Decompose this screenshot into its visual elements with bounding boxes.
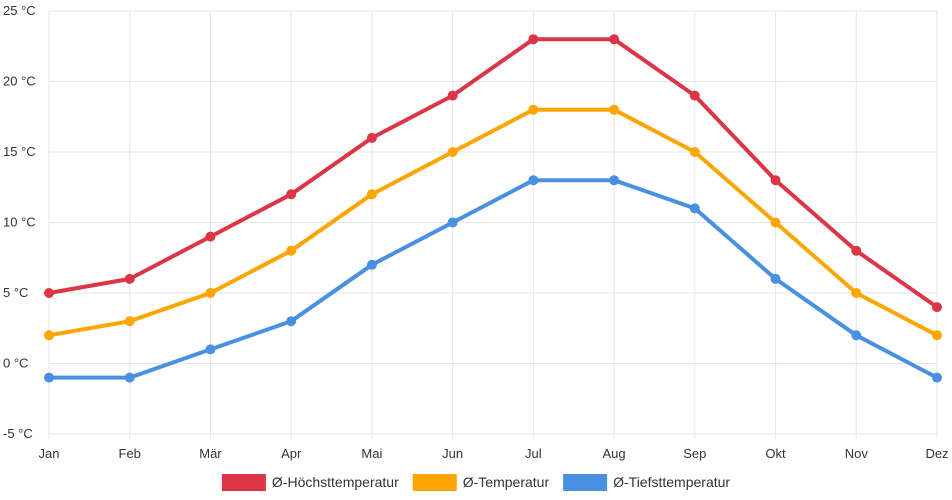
series-line bbox=[47, 178, 939, 380]
data-point[interactable] bbox=[528, 104, 539, 115]
data-point[interactable] bbox=[286, 245, 297, 256]
legend-label: Ø-Höchsttemperatur bbox=[272, 474, 399, 490]
data-point[interactable] bbox=[366, 132, 377, 143]
data-point[interactable] bbox=[770, 175, 781, 186]
data-point[interactable] bbox=[124, 372, 135, 383]
data-point[interactable] bbox=[851, 330, 862, 341]
x-tick-label: Mär bbox=[199, 446, 222, 461]
data-point[interactable] bbox=[205, 231, 216, 242]
data-point[interactable] bbox=[770, 217, 781, 228]
x-tick-label: Nov bbox=[845, 446, 869, 461]
series-line bbox=[47, 37, 939, 310]
legend-swatch bbox=[221, 474, 266, 491]
y-tick-label: 20 °C bbox=[3, 74, 36, 89]
data-point[interactable] bbox=[609, 175, 620, 186]
series-line bbox=[47, 107, 939, 338]
y-tick-label: 5 °C bbox=[3, 285, 28, 300]
grid bbox=[48, 10, 938, 439]
data-point[interactable] bbox=[286, 189, 297, 200]
series-2 bbox=[44, 175, 942, 383]
data-point[interactable] bbox=[851, 288, 862, 298]
data-point[interactable] bbox=[609, 34, 620, 45]
data-point[interactable] bbox=[205, 344, 216, 355]
x-tick-label: Jul bbox=[525, 446, 542, 461]
data-point[interactable] bbox=[528, 34, 539, 45]
data-point[interactable] bbox=[932, 302, 942, 313]
data-point[interactable] bbox=[689, 90, 700, 101]
data-point[interactable] bbox=[124, 316, 135, 327]
y-tick-label: 25 °C bbox=[3, 3, 36, 18]
legend: Ø-Höchsttemperatur Ø-Temperatur Ø-Tiefstte… bbox=[221, 474, 730, 491]
data-point[interactable] bbox=[609, 104, 620, 115]
data-point[interactable] bbox=[44, 330, 54, 341]
x-tick-label: Mai bbox=[361, 446, 382, 461]
y-tick-label: 0 °C bbox=[3, 356, 28, 371]
y-tick-label: 10 °C bbox=[3, 215, 36, 230]
data-point[interactable] bbox=[366, 259, 377, 270]
series bbox=[44, 34, 942, 383]
x-tick-label: Feb bbox=[119, 446, 141, 461]
series-1 bbox=[44, 104, 942, 341]
data-point[interactable] bbox=[205, 288, 216, 298]
data-point[interactable] bbox=[44, 372, 54, 383]
x-tick-label: Okt bbox=[765, 446, 786, 461]
x-tick-label: Sep bbox=[683, 446, 706, 461]
data-point[interactable] bbox=[689, 147, 700, 157]
axes: -5 °C 0 °C 5 °C 10 °C 15 °C 20 °C 25 °C Jan Feb M… bbox=[3, 3, 949, 461]
data-point[interactable] bbox=[528, 175, 539, 186]
legend-item[interactable]: Ø-Tiefsttemperatur bbox=[563, 474, 730, 491]
legend-swatch bbox=[412, 474, 457, 491]
legend-item[interactable]: Ø-Temperatur bbox=[412, 474, 550, 491]
data-point[interactable] bbox=[44, 288, 54, 298]
y-tick-label: -5 °C bbox=[3, 426, 33, 441]
data-point[interactable] bbox=[447, 217, 458, 228]
data-point[interactable] bbox=[447, 147, 458, 157]
legend-label: Ø-Tiefsttemperatur bbox=[613, 474, 730, 490]
data-point[interactable] bbox=[366, 189, 377, 200]
data-point[interactable] bbox=[286, 316, 297, 327]
data-point[interactable] bbox=[689, 203, 700, 214]
x-tick-label: Dez bbox=[925, 446, 948, 461]
y-tick-label: 15 °C bbox=[3, 144, 36, 159]
x-tick-label: Apr bbox=[281, 446, 302, 461]
x-tick-label: Aug bbox=[603, 446, 626, 461]
legend-swatch bbox=[563, 474, 608, 491]
series-0 bbox=[44, 34, 942, 313]
x-tick-label: Jun bbox=[442, 446, 463, 461]
data-point[interactable] bbox=[851, 245, 862, 256]
legend-label: Ø-Temperatur bbox=[463, 474, 550, 490]
data-point[interactable] bbox=[932, 372, 942, 383]
data-point[interactable] bbox=[447, 90, 458, 101]
data-point[interactable] bbox=[770, 273, 781, 284]
data-point[interactable] bbox=[932, 330, 942, 341]
x-tick-label: Jan bbox=[39, 446, 60, 461]
data-point[interactable] bbox=[124, 273, 135, 284]
legend-item[interactable]: Ø-Höchsttemperatur bbox=[221, 474, 399, 491]
